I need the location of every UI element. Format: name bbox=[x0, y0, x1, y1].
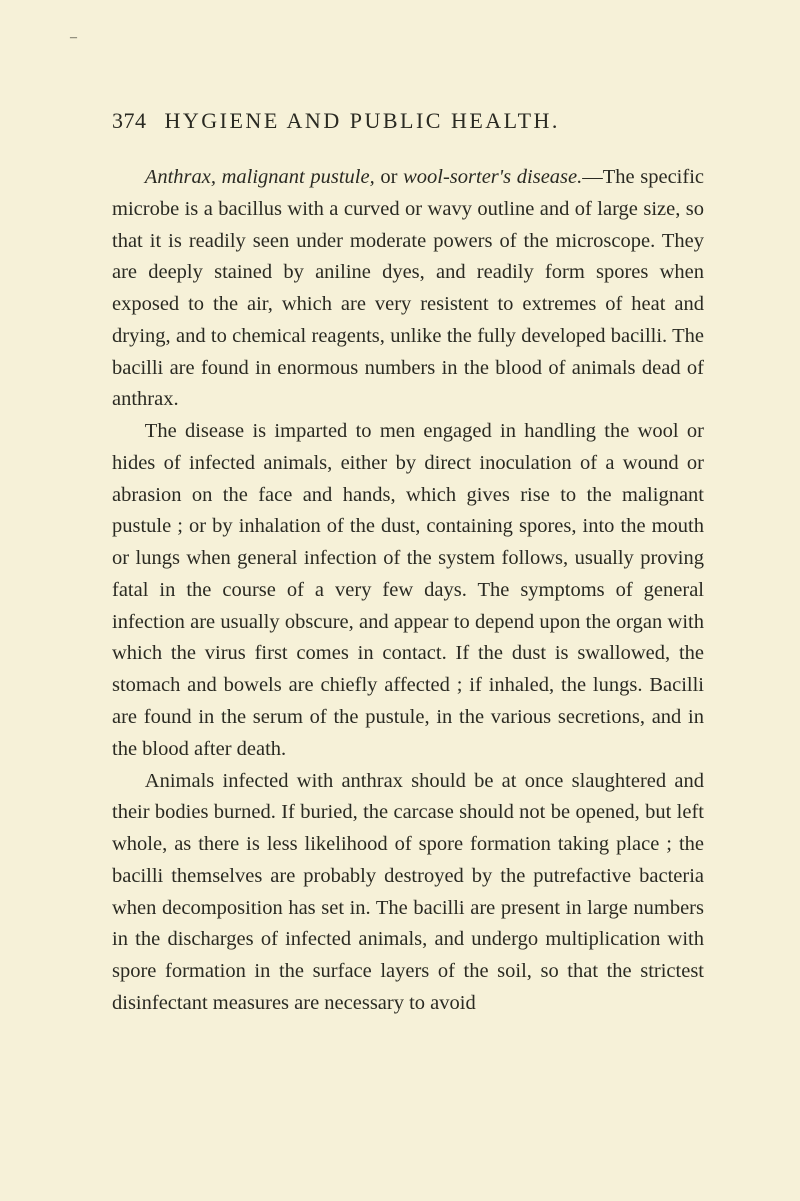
running-head: 374 HYGIENE AND PUBLIC HEALTH. bbox=[112, 108, 704, 134]
page-corner-mark: – bbox=[70, 30, 77, 46]
paragraph-2: The disease is imparted to men engaged i… bbox=[112, 416, 704, 765]
paragraph-1: Anthrax, malignant pustule, or wool-sort… bbox=[112, 162, 704, 416]
text-run: —The specific microbe is a bacillus with… bbox=[112, 166, 704, 410]
term-wool-sorters-disease: wool-sorter's disease. bbox=[403, 166, 582, 188]
paragraph-3: Animals infected with anthrax should be … bbox=[112, 766, 704, 1020]
text-run: or bbox=[375, 166, 403, 188]
chapter-title: HYGIENE AND PUBLIC HEALTH. bbox=[165, 108, 560, 134]
page-number: 374 bbox=[112, 108, 147, 134]
term-anthrax: Anthrax, malignant pustule, bbox=[145, 166, 375, 188]
body-text: Anthrax, malignant pustule, or wool-sort… bbox=[112, 162, 704, 1020]
book-page: – 374 HYGIENE AND PUBLIC HEALTH. Anthrax… bbox=[0, 0, 800, 1201]
